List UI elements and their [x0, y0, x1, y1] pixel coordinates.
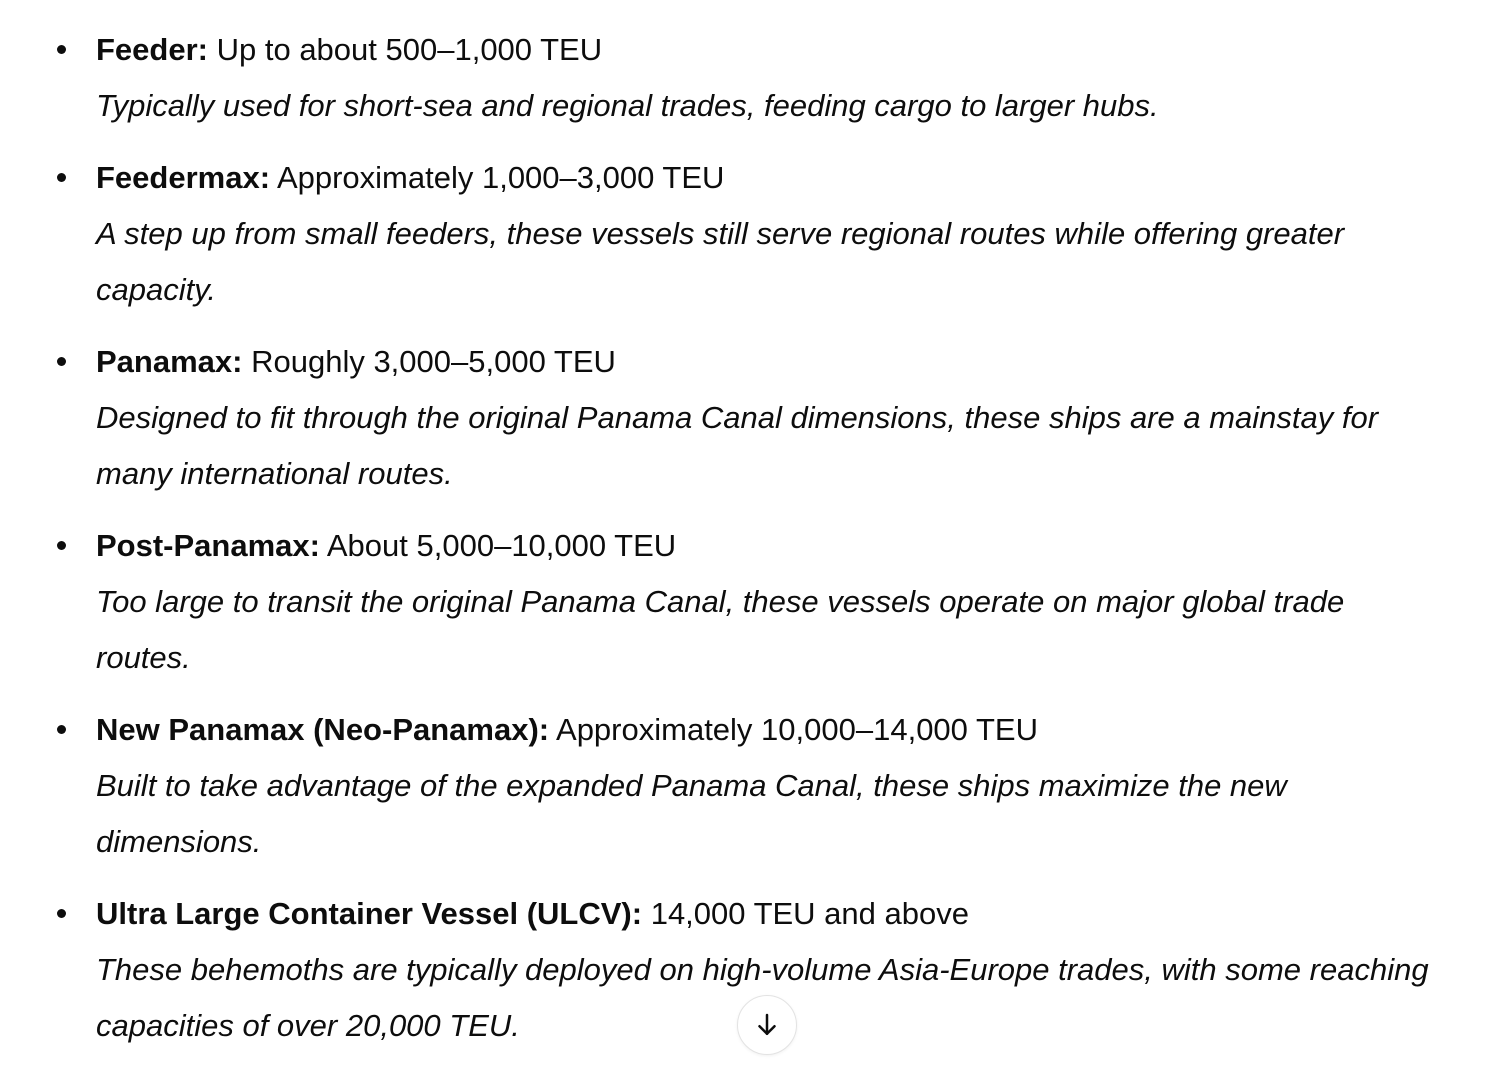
- item-description: Designed to fit through the original Pan…: [96, 400, 1379, 491]
- list-item: New Panamax (Neo-Panamax): Approximately…: [0, 702, 1486, 870]
- vessel-class-list: Feeder: Up to about 500–1,000 TEU Typica…: [0, 22, 1486, 1054]
- item-label: Feedermax:: [96, 160, 271, 195]
- item-headline: New Panamax (Neo-Panamax): Approximately…: [96, 702, 1446, 758]
- bullet-icon: [57, 725, 66, 734]
- item-headline: Ultra Large Container Vessel (ULCV): 14,…: [96, 886, 1446, 942]
- item-description: Typically used for short-sea and regiona…: [96, 88, 1159, 123]
- response-content: Feeder: Up to about 500–1,000 TEU Typica…: [0, 22, 1486, 1070]
- list-item: Ultra Large Container Vessel (ULCV): 14,…: [0, 886, 1486, 1054]
- bullet-icon: [57, 909, 66, 918]
- item-label: Post-Panamax:: [96, 528, 320, 563]
- bullet-icon: [57, 173, 66, 182]
- item-label: New Panamax (Neo-Panamax):: [96, 712, 550, 747]
- item-description: These behemoths are typically deployed o…: [96, 952, 1429, 1043]
- item-range: 14,000 TEU and above: [650, 896, 969, 931]
- list-item: Feeder: Up to about 500–1,000 TEU Typica…: [0, 22, 1486, 134]
- scroll-to-bottom-button[interactable]: [737, 995, 797, 1055]
- item-description: A step up from small feeders, these vess…: [96, 216, 1345, 307]
- item-headline: Panamax: Roughly 3,000–5,000 TEU: [96, 334, 1446, 390]
- item-headline: Post-Panamax: About 5,000–10,000 TEU: [96, 518, 1446, 574]
- item-label: Feeder:: [96, 32, 208, 67]
- arrow-down-icon: [758, 1013, 776, 1035]
- item-range: Roughly 3,000–5,000 TEU: [251, 344, 616, 379]
- item-range: Up to about 500–1,000 TEU: [216, 32, 603, 67]
- bullet-icon: [57, 357, 66, 366]
- list-item: Panamax: Roughly 3,000–5,000 TEU Designe…: [0, 334, 1486, 502]
- item-description: Built to take advantage of the expanded …: [96, 768, 1287, 859]
- bullet-icon: [57, 541, 66, 550]
- item-range: Approximately 10,000–14,000 TEU: [556, 712, 1038, 747]
- item-range: Approximately 1,000–3,000 TEU: [276, 160, 725, 195]
- item-description: Too large to transit the original Panama…: [96, 584, 1345, 675]
- item-range: About 5,000–10,000 TEU: [326, 528, 677, 563]
- item-headline: Feedermax: Approximately 1,000–3,000 TEU: [96, 150, 1446, 206]
- list-item: Post-Panamax: About 5,000–10,000 TEU Too…: [0, 518, 1486, 686]
- bullet-icon: [57, 45, 66, 54]
- item-headline: Feeder: Up to about 500–1,000 TEU: [96, 22, 1446, 78]
- item-label: Panamax:: [96, 344, 243, 379]
- list-item: Feedermax: Approximately 1,000–3,000 TEU…: [0, 150, 1486, 318]
- item-label: Ultra Large Container Vessel (ULCV):: [96, 896, 643, 931]
